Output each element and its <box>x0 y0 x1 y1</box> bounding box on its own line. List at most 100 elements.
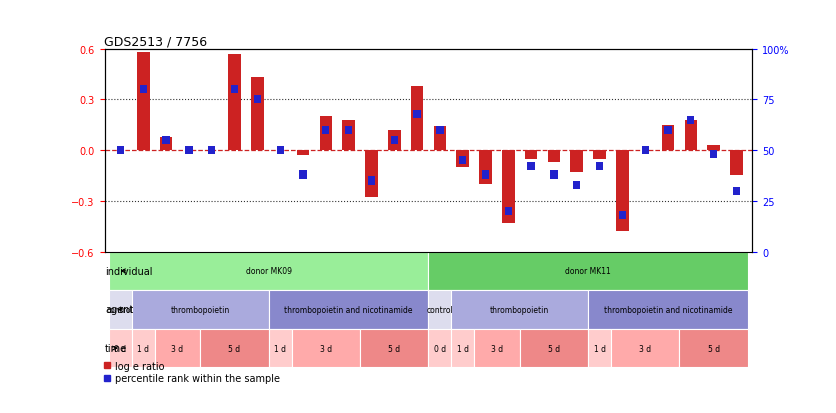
Bar <box>390 137 398 145</box>
Text: 5 d: 5 d <box>388 344 400 353</box>
Bar <box>251 78 263 151</box>
Bar <box>641 147 649 155</box>
Bar <box>482 171 489 179</box>
Bar <box>319 117 332 151</box>
Bar <box>573 181 580 189</box>
Text: time: time <box>105 343 127 353</box>
Bar <box>109 252 428 290</box>
Bar <box>456 151 469 168</box>
Bar <box>428 290 451 329</box>
Bar <box>596 163 604 171</box>
Bar <box>253 96 261 104</box>
Bar <box>117 147 124 155</box>
Text: 3 d: 3 d <box>639 344 651 353</box>
Bar <box>428 329 451 368</box>
Bar <box>299 171 307 179</box>
Bar <box>502 151 515 223</box>
Bar <box>388 131 400 151</box>
Bar <box>268 329 292 368</box>
Bar <box>436 126 444 135</box>
Bar <box>186 147 192 155</box>
Text: 1 d: 1 d <box>594 344 605 353</box>
Bar <box>550 171 558 179</box>
Bar <box>162 137 170 145</box>
Bar <box>365 151 378 198</box>
Bar <box>685 121 697 151</box>
Bar <box>505 207 512 216</box>
Bar <box>322 126 329 135</box>
Bar <box>155 329 201 368</box>
Bar <box>451 290 589 329</box>
Text: 0 d: 0 d <box>115 344 126 353</box>
Bar <box>292 329 360 368</box>
Bar <box>479 151 492 185</box>
Bar <box>733 187 740 195</box>
Text: 1 d: 1 d <box>456 344 469 353</box>
Text: GDS2513 / 7756: GDS2513 / 7756 <box>104 36 207 48</box>
Bar <box>707 146 720 151</box>
Bar <box>619 211 626 220</box>
Bar <box>616 151 629 232</box>
Bar <box>228 55 241 151</box>
Text: control: control <box>426 305 453 314</box>
Bar <box>680 329 748 368</box>
Text: control: control <box>107 305 134 314</box>
Bar <box>140 86 147 94</box>
Bar <box>611 329 680 368</box>
Bar <box>208 147 216 155</box>
Bar <box>730 151 742 176</box>
Bar <box>474 329 520 368</box>
Bar <box>231 86 238 94</box>
Text: 3 d: 3 d <box>171 344 184 353</box>
Text: 5 d: 5 d <box>228 344 241 353</box>
Bar <box>413 110 421 119</box>
Bar <box>137 53 150 151</box>
Bar <box>160 137 172 151</box>
Bar <box>345 126 352 135</box>
Bar <box>548 151 560 163</box>
Text: 5 d: 5 d <box>707 344 720 353</box>
Bar <box>268 290 428 329</box>
Bar <box>201 329 268 368</box>
Bar <box>710 151 717 159</box>
Bar <box>360 329 428 368</box>
Bar <box>665 126 671 135</box>
Bar <box>525 151 538 159</box>
Bar <box>368 177 375 185</box>
Text: thrombopoietin and nicotinamide: thrombopoietin and nicotinamide <box>604 305 732 314</box>
Bar <box>342 121 354 151</box>
Text: 3 d: 3 d <box>319 344 332 353</box>
Text: 3 d: 3 d <box>491 344 503 353</box>
Legend: log e ratio, percentile rank within the sample: log e ratio, percentile rank within the … <box>103 361 279 384</box>
Bar <box>589 290 748 329</box>
Bar <box>132 290 268 329</box>
Bar <box>459 157 466 165</box>
Bar <box>594 151 606 159</box>
Bar <box>410 87 423 151</box>
Text: individual: individual <box>105 266 152 276</box>
Bar <box>662 126 675 151</box>
Bar <box>297 151 309 156</box>
Text: 1 d: 1 d <box>274 344 286 353</box>
Bar <box>109 329 132 368</box>
Bar <box>132 329 155 368</box>
Bar <box>109 290 132 329</box>
Text: agent: agent <box>105 305 133 315</box>
Text: thrombopoietin: thrombopoietin <box>490 305 549 314</box>
Bar <box>687 116 695 124</box>
Bar <box>520 329 589 368</box>
Text: 1 d: 1 d <box>137 344 150 353</box>
Text: donor MK09: donor MK09 <box>246 267 292 276</box>
Text: thrombopoietin: thrombopoietin <box>171 305 230 314</box>
Text: 0 d: 0 d <box>434 344 446 353</box>
Bar <box>428 252 748 290</box>
Bar <box>589 329 611 368</box>
Text: donor MK11: donor MK11 <box>565 267 611 276</box>
Bar <box>434 127 446 151</box>
Bar <box>570 151 583 173</box>
Bar <box>277 147 283 155</box>
Bar <box>451 329 474 368</box>
Text: thrombopoietin and nicotinamide: thrombopoietin and nicotinamide <box>284 305 413 314</box>
Text: 5 d: 5 d <box>548 344 560 353</box>
Bar <box>528 163 535 171</box>
